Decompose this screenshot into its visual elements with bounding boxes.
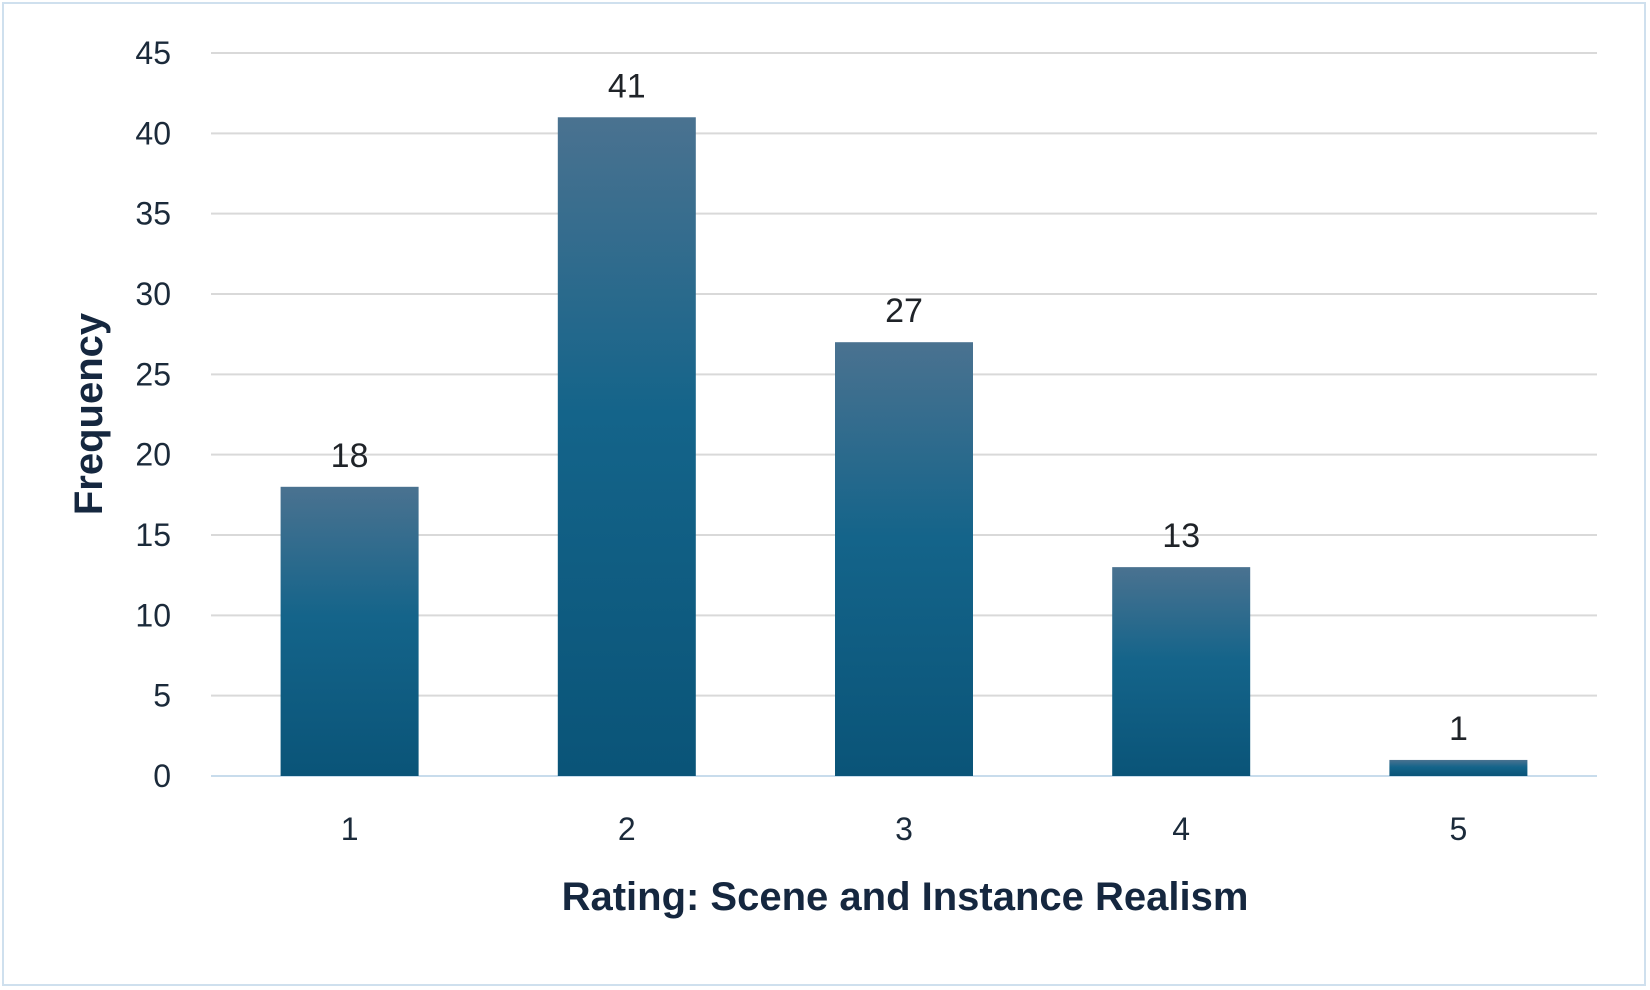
x-tick-label: 2 bbox=[618, 811, 636, 847]
data-label-5: 1 bbox=[1449, 710, 1468, 748]
y-axis-title: Frequency bbox=[67, 312, 111, 515]
bars bbox=[280, 117, 1528, 777]
bar-5 bbox=[1389, 759, 1528, 776]
y-tick-label: 25 bbox=[135, 356, 171, 392]
y-tick-label: 10 bbox=[135, 597, 171, 633]
data-label-2: 41 bbox=[608, 67, 646, 105]
x-tick-label: 3 bbox=[895, 811, 913, 847]
x-tick-label: 5 bbox=[1450, 811, 1468, 847]
y-tick-label: 45 bbox=[135, 35, 171, 71]
x-tick-label: 4 bbox=[1172, 811, 1190, 847]
x-axis-ticks: 1 2 3 4 5 bbox=[341, 811, 1468, 847]
bar-3 bbox=[835, 342, 973, 776]
data-label-3: 27 bbox=[885, 292, 923, 330]
y-axis-ticks: 0 5 10 15 20 25 30 35 40 45 bbox=[135, 35, 171, 794]
data-label-1: 18 bbox=[331, 437, 369, 475]
y-tick-label: 20 bbox=[135, 437, 171, 473]
bar-2 bbox=[557, 117, 696, 777]
x-axis-title: Rating: Scene and Instance Realism bbox=[562, 875, 1249, 919]
y-tick-label: 15 bbox=[135, 517, 171, 553]
data-label-4: 13 bbox=[1162, 517, 1200, 555]
y-tick-label: 35 bbox=[135, 196, 171, 232]
y-tick-label: 0 bbox=[153, 758, 171, 794]
y-tick-label: 30 bbox=[135, 276, 171, 312]
y-tick-label: 5 bbox=[153, 678, 171, 714]
x-tick-label: 1 bbox=[341, 811, 359, 847]
y-tick-label: 40 bbox=[135, 115, 171, 151]
bar-1 bbox=[280, 486, 419, 776]
bar-4 bbox=[1112, 567, 1251, 776]
data-labels: 18 41 27 13 1 bbox=[331, 67, 1468, 748]
